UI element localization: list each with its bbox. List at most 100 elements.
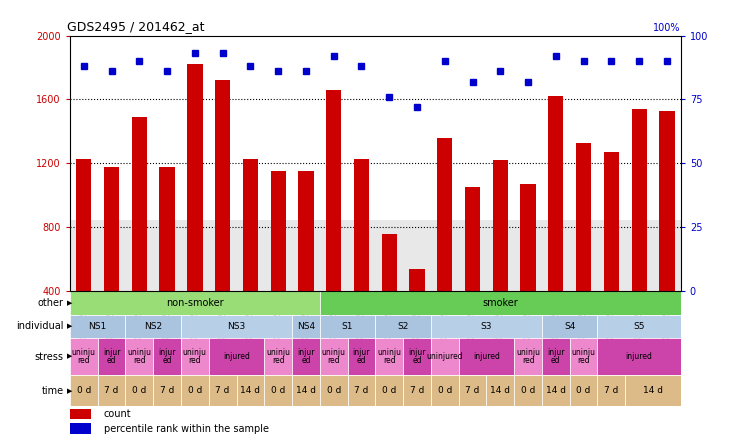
Text: GDS2495 / 201462_at: GDS2495 / 201462_at — [67, 20, 205, 33]
Bar — [209, 376, 236, 406]
Bar — [264, 337, 292, 376]
Text: injur
ed: injur ed — [297, 348, 315, 365]
Bar — [381, 234, 397, 291]
Bar — [98, 376, 125, 406]
Text: 0 d: 0 d — [521, 386, 535, 395]
Bar — [403, 376, 431, 406]
Bar — [320, 314, 375, 337]
Bar — [542, 314, 598, 337]
Text: 7 d: 7 d — [354, 386, 369, 395]
Text: 0 d: 0 d — [77, 386, 91, 395]
Text: 7 d: 7 d — [410, 386, 424, 395]
Bar — [598, 337, 681, 376]
Text: time: time — [42, 386, 64, 396]
Bar — [431, 376, 459, 406]
Text: uninju
red: uninju red — [266, 348, 290, 365]
Bar — [160, 166, 174, 291]
Bar — [181, 376, 209, 406]
Text: uninju
red: uninju red — [516, 348, 540, 365]
Text: 0 d: 0 d — [188, 386, 202, 395]
Bar — [292, 376, 320, 406]
Bar — [570, 337, 598, 376]
Text: 7 d: 7 d — [604, 386, 618, 395]
Text: 0 d: 0 d — [271, 386, 286, 395]
Bar — [70, 314, 125, 337]
Text: non-smoker: non-smoker — [166, 298, 224, 308]
Text: S3: S3 — [481, 321, 492, 331]
Text: uninju
red: uninju red — [127, 348, 152, 365]
Bar — [326, 90, 342, 291]
Bar — [209, 337, 264, 376]
Bar — [403, 337, 431, 376]
Text: 14 d: 14 d — [296, 386, 316, 395]
Bar — [659, 111, 675, 291]
Bar — [76, 159, 91, 291]
Bar — [70, 220, 681, 291]
Bar — [604, 152, 619, 291]
Text: other: other — [38, 298, 64, 308]
Text: 0 d: 0 d — [327, 386, 341, 395]
Text: uninju
red: uninju red — [378, 348, 401, 365]
Bar — [514, 337, 542, 376]
Text: uninju
red: uninju red — [183, 348, 207, 365]
Text: 7 d: 7 d — [160, 386, 174, 395]
Bar — [292, 314, 320, 337]
Bar — [598, 376, 626, 406]
Text: injur
ed: injur ed — [408, 348, 425, 365]
Bar — [320, 337, 347, 376]
Bar — [347, 376, 375, 406]
Text: uninju
red: uninju red — [572, 348, 595, 365]
Bar — [153, 337, 181, 376]
Text: injured: injured — [473, 352, 500, 361]
Text: 7 d: 7 d — [105, 386, 118, 395]
Bar — [598, 314, 681, 337]
Bar — [70, 337, 98, 376]
Text: stress: stress — [35, 352, 64, 361]
Bar — [375, 337, 403, 376]
Bar — [264, 376, 292, 406]
Text: NS2: NS2 — [144, 321, 162, 331]
Bar — [514, 376, 542, 406]
Text: 7 d: 7 d — [465, 386, 480, 395]
Text: S4: S4 — [564, 321, 576, 331]
Bar — [298, 171, 314, 291]
Text: 14 d: 14 d — [241, 386, 261, 395]
Bar — [125, 314, 181, 337]
Bar — [520, 184, 536, 291]
Text: NS3: NS3 — [227, 321, 246, 331]
Text: ▶: ▶ — [67, 300, 72, 306]
Text: ▶: ▶ — [67, 353, 72, 360]
Text: S1: S1 — [342, 321, 353, 331]
Bar — [132, 117, 147, 291]
Bar — [70, 291, 320, 314]
Text: uninju
red: uninju red — [72, 348, 96, 365]
Bar — [626, 376, 681, 406]
Text: 14 d: 14 d — [546, 386, 566, 395]
Bar — [492, 160, 508, 291]
Bar — [465, 187, 480, 291]
Bar — [548, 96, 564, 291]
Bar — [181, 314, 292, 337]
Bar — [70, 409, 91, 419]
Bar — [70, 376, 98, 406]
Text: injur
ed: injur ed — [353, 348, 370, 365]
Bar — [104, 166, 119, 291]
Bar — [431, 314, 542, 337]
Text: NS1: NS1 — [88, 321, 107, 331]
Text: 0 d: 0 d — [438, 386, 452, 395]
Text: 14 d: 14 d — [490, 386, 510, 395]
Text: 0 d: 0 d — [132, 386, 146, 395]
Bar — [570, 376, 598, 406]
Bar — [320, 376, 347, 406]
Bar — [243, 159, 258, 291]
Bar — [320, 291, 681, 314]
Text: S5: S5 — [634, 321, 645, 331]
Bar — [459, 337, 514, 376]
Text: injur
ed: injur ed — [547, 348, 565, 365]
Bar — [292, 337, 320, 376]
Text: percentile rank within the sample: percentile rank within the sample — [104, 424, 269, 433]
Text: injur
ed: injur ed — [158, 348, 176, 365]
Bar — [375, 314, 431, 337]
Bar — [409, 269, 425, 291]
Text: injured: injured — [223, 352, 250, 361]
